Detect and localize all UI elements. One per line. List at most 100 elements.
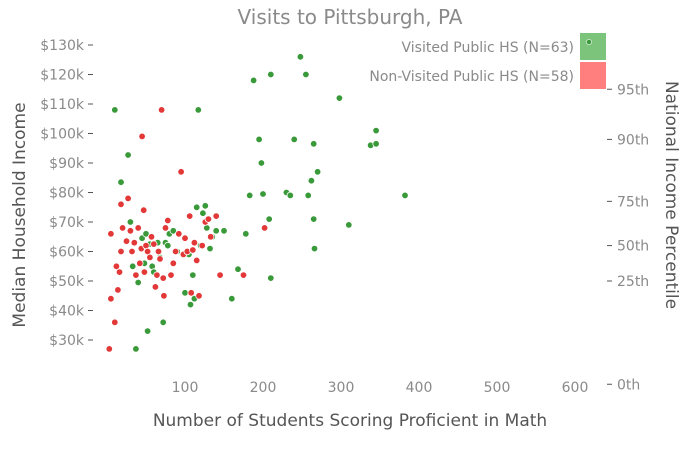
data-point	[164, 241, 172, 250]
data-point	[151, 283, 160, 291]
data-point	[296, 53, 305, 61]
data-point	[259, 190, 267, 198]
data-point	[124, 151, 132, 159]
y-tick-label: $80k	[49, 186, 85, 202]
data-point	[265, 215, 273, 223]
plot-area	[105, 53, 409, 353]
data-point	[114, 286, 122, 294]
data-point	[167, 271, 175, 279]
y-axis: $30k $40k $50k $60k $70k $80k $90k $100k $110k $1…	[40, 38, 93, 349]
data-point	[286, 191, 294, 200]
data-point	[249, 76, 258, 85]
data-point	[138, 132, 146, 141]
x-tick-label: 500	[484, 380, 511, 396]
legend-label: Visited Public HS (N=63)	[402, 40, 574, 56]
data-point	[122, 237, 131, 245]
data-point	[111, 106, 119, 114]
data-point	[126, 218, 135, 226]
y-tick-label: $50k	[49, 274, 85, 290]
data-point	[164, 216, 172, 225]
data-point	[242, 230, 250, 238]
data-point	[105, 345, 113, 353]
data-point	[204, 215, 213, 223]
data-point	[107, 295, 115, 303]
legend-swatch	[580, 62, 606, 89]
data-point	[132, 271, 140, 279]
data-point	[143, 327, 152, 335]
data-point	[156, 255, 164, 263]
data-point	[147, 233, 156, 241]
x-tick-label: 400	[406, 380, 433, 396]
y2-axis-title: National Income Percentile	[661, 81, 681, 309]
data-point	[186, 300, 195, 309]
data-point	[189, 246, 197, 254]
data-point	[206, 233, 215, 241]
data-point	[190, 238, 199, 247]
data-point	[199, 209, 207, 217]
data-point	[310, 215, 318, 223]
data-point	[126, 227, 135, 235]
data-point	[310, 244, 319, 253]
data-point	[401, 191, 409, 200]
y-tick-label: $90k	[49, 156, 85, 172]
data-point	[267, 70, 275, 79]
data-point	[372, 140, 380, 148]
data-point	[255, 135, 263, 144]
data-point	[245, 191, 254, 200]
y-tick-label: $100k	[40, 127, 85, 143]
data-point	[260, 224, 269, 232]
y2-axis: 95th 90th 75th 50th 25th 0th	[607, 82, 649, 393]
data-point	[187, 289, 195, 297]
data-point	[212, 227, 220, 235]
data-point	[307, 176, 316, 185]
data-point	[153, 271, 161, 279]
data-point	[142, 230, 150, 238]
y2-tick-label: 90th	[617, 132, 649, 148]
data-point	[169, 259, 177, 267]
data-point	[310, 140, 318, 148]
data-point	[189, 271, 197, 279]
data-point	[150, 240, 158, 248]
data-point	[181, 289, 189, 297]
data-point	[154, 247, 163, 256]
y-tick-label: $70k	[49, 215, 85, 231]
legend-label: Non-Visited Public HS (N=58)	[369, 69, 574, 85]
data-point	[201, 202, 209, 210]
legend-swatch	[580, 33, 606, 60]
y-tick-label: $60k	[49, 245, 85, 261]
x-tick-label: 100	[172, 380, 199, 396]
data-point	[313, 168, 322, 176]
data-point	[169, 227, 177, 235]
data-point	[372, 126, 380, 135]
data-point	[134, 278, 142, 287]
data-point	[160, 292, 168, 300]
data-point	[161, 224, 170, 232]
data-point	[212, 212, 220, 220]
data-point	[128, 247, 136, 256]
y-tick-label: $40k	[49, 304, 85, 320]
legend-marker	[586, 39, 592, 45]
data-point	[136, 259, 144, 267]
data-point	[304, 191, 312, 200]
data-point	[140, 268, 149, 276]
y2-tick-label: 50th	[617, 239, 649, 255]
y-tick-label: $110k	[40, 97, 85, 113]
data-point	[192, 203, 201, 211]
y2-tick-label: 95th	[617, 82, 649, 98]
data-point	[171, 247, 180, 256]
y-tick-label: $120k	[40, 68, 85, 84]
x-axis: 100 200 300 400 500 600	[172, 380, 589, 396]
data-point	[234, 265, 242, 273]
data-point	[185, 212, 194, 220]
series-1	[105, 106, 269, 353]
y-axis-title: Median Household Income	[10, 102, 30, 327]
series-0	[111, 53, 409, 353]
data-point	[267, 274, 275, 282]
y-tick-label: $30k	[49, 333, 85, 349]
data-point	[345, 221, 353, 229]
data-point	[118, 224, 127, 232]
x-tick-label: 600	[562, 380, 589, 396]
data-point	[220, 227, 228, 235]
data-point	[107, 230, 115, 238]
